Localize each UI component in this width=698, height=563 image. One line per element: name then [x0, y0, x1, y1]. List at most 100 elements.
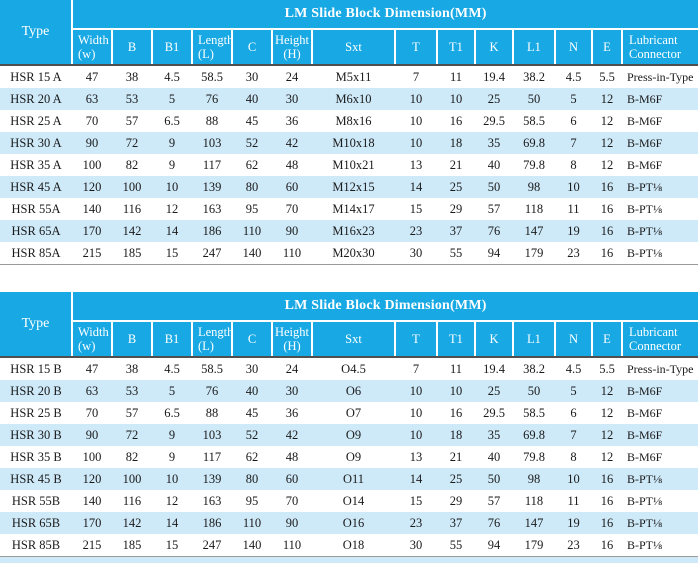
- column-header: T1: [436, 29, 475, 66]
- column-header: Lubricant Connector: [620, 29, 698, 66]
- partial-row-strip: [0, 557, 698, 563]
- data-cell: 76: [205, 91, 219, 106]
- data-cell: 69.8: [523, 135, 545, 150]
- table-row: HSR 20 B 63 53 5 76 40 30 O6 10 10 25 50 5 12 B-M6F: [0, 380, 698, 402]
- data-cell: 21: [449, 157, 463, 172]
- data-cell: 29.5: [483, 405, 505, 420]
- table-title: LM Slide Block Dimension(MM): [70, 0, 698, 30]
- data-cell: 9: [168, 135, 176, 150]
- data-cell: O14: [342, 493, 365, 508]
- data-cell: 5: [168, 383, 176, 398]
- data-cell: 82: [125, 157, 139, 172]
- data-cell: 147: [524, 223, 544, 238]
- data-cell: 30: [285, 91, 299, 106]
- data-cell: 23: [409, 223, 423, 238]
- data-cell: 57: [125, 113, 139, 128]
- data-cell: 110: [282, 245, 302, 260]
- column-header: Sxt: [311, 29, 395, 66]
- column-header: B1: [151, 29, 192, 66]
- data-cell: 7: [412, 69, 420, 84]
- data-cell: 116: [122, 493, 142, 508]
- data-cell: 37: [449, 515, 463, 530]
- data-cell: 13: [409, 449, 423, 464]
- data-cell: 62: [245, 157, 259, 172]
- data-cell: 12: [165, 493, 179, 508]
- column-header: Length (L): [191, 29, 232, 66]
- data-cell: 186: [202, 515, 222, 530]
- column-header: Lubricant Connector: [620, 321, 698, 358]
- column-header: E: [591, 29, 622, 66]
- column-header: N: [554, 321, 592, 358]
- data-cell: 42: [285, 135, 299, 150]
- data-cell: 57: [125, 405, 139, 420]
- data-cell: 9: [168, 427, 176, 442]
- data-cell: 179: [524, 245, 544, 260]
- data-cell: 11: [567, 493, 580, 508]
- data-cell: 116: [122, 201, 142, 216]
- data-cell: 139: [202, 471, 222, 486]
- column-header: B: [111, 29, 152, 66]
- data-cell: 16: [600, 537, 614, 552]
- data-cell: 179: [524, 537, 544, 552]
- data-cell: 50: [487, 179, 501, 194]
- data-cell: B-M6F: [627, 383, 663, 398]
- data-cell: 25: [449, 471, 463, 486]
- data-cell: 9: [168, 157, 176, 172]
- data-cell: 12: [600, 383, 614, 398]
- type-column-header: Type: [0, 292, 72, 358]
- data-cell: Press-in-Type: [627, 69, 694, 84]
- data-cell: 23: [409, 515, 423, 530]
- type-cell: HSR 65A: [11, 223, 61, 238]
- slide-block-table-b: Type LM Slide Block Dimension(MM) Width (w…: [0, 292, 698, 557]
- data-cell: 40: [245, 91, 259, 106]
- data-cell: 70: [285, 493, 299, 508]
- data-cell: 120: [82, 471, 102, 486]
- data-cell: 38.2: [523, 69, 545, 84]
- data-cell: 63: [85, 383, 99, 398]
- data-cell: 14: [165, 223, 179, 238]
- data-cell: 58.5: [201, 69, 223, 84]
- column-header: K: [474, 321, 513, 358]
- data-cell: 170: [82, 515, 102, 530]
- table-row: HSR 35 B 100 82 9 117 62 48 O9 13 21 40 79.8 8 12 B-M6…: [0, 446, 698, 468]
- data-cell: 47: [85, 69, 99, 84]
- data-cell: 47: [85, 361, 99, 376]
- data-cell: 16: [600, 245, 614, 260]
- table-row: HSR 65B 170 142 14 186 110 90 O16 23 37 76 147 19 16 B…: [0, 512, 698, 534]
- table-body: HSR 15 A 47 38 4.5 58.5 30 24 M5x11 7 11 19.4 38.2 4…: [0, 65, 698, 265]
- data-cell: 58.5: [523, 113, 545, 128]
- data-cell: 38.2: [523, 361, 545, 376]
- data-cell: 12: [165, 201, 179, 216]
- data-cell: 10: [567, 471, 580, 486]
- data-cell: 16: [600, 179, 614, 194]
- table-row: HSR 55A 140 116 12 163 95 70 M14x17 15 29 57 118 11 1…: [0, 198, 698, 220]
- data-cell: 55: [449, 245, 463, 260]
- data-cell: 90: [85, 427, 99, 442]
- data-cell: 170: [82, 223, 102, 238]
- data-cell: B-PT⅛: [627, 245, 663, 260]
- data-cell: 29: [449, 493, 463, 508]
- data-cell: 57: [487, 201, 501, 216]
- data-cell: O18: [342, 537, 365, 552]
- data-cell: 12: [600, 135, 614, 150]
- data-cell: 35: [487, 135, 501, 150]
- data-cell: M5x11: [335, 69, 372, 84]
- column-header: L1: [512, 29, 555, 66]
- data-cell: B-M6F: [627, 157, 663, 172]
- column-header: C: [231, 29, 272, 66]
- type-cell: HSR 45 A: [10, 179, 62, 194]
- table-row: HSR 15 B 47 38 4.5 58.5 30 24 O4.5 7 11 19.4 38.2 4.…: [0, 357, 698, 380]
- data-cell: 80: [245, 471, 259, 486]
- data-cell: 10: [409, 427, 423, 442]
- data-cell: 23: [567, 537, 580, 552]
- data-cell: 52: [245, 427, 259, 442]
- data-cell: B-PT⅛: [627, 223, 663, 238]
- data-cell: 19: [567, 223, 580, 238]
- data-cell: 29.5: [483, 113, 505, 128]
- data-cell: B-M6F: [627, 91, 663, 106]
- data-cell: 10: [165, 471, 179, 486]
- data-cell: 13: [409, 157, 423, 172]
- data-cell: 6.5: [164, 405, 180, 420]
- data-cell: B-PT⅛: [627, 471, 663, 486]
- table-row: HSR 25 B 70 57 6.5 88 45 36 O7 10 16 29.5 58.5 6 12 B-…: [0, 402, 698, 424]
